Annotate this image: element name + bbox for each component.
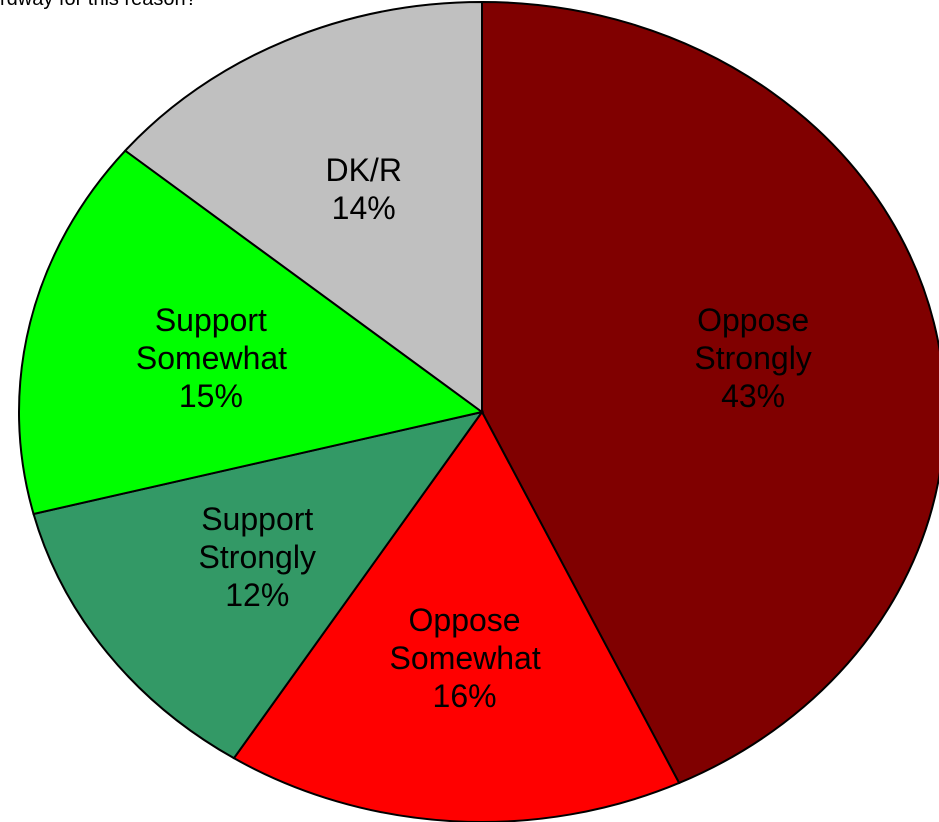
pie-slice — [232, 410, 681, 822]
slice-category: DK/R — [325, 152, 402, 189]
slice-category: Support Strongly — [198, 500, 316, 575]
slice-category: Oppose Strongly — [694, 302, 812, 377]
pie-slice — [481, 0, 939, 785]
slice-label: Support Somewhat 15% — [116, 301, 306, 415]
slice-value: 14% — [331, 190, 396, 227]
slice-category: Oppose Somewhat — [389, 601, 541, 676]
slice-label: Support Strongly 12% — [162, 500, 352, 614]
slice-value: 12% — [225, 576, 290, 613]
slice-category: Support Somewhat — [135, 302, 288, 377]
slice-label: DK/R 14% — [269, 151, 459, 227]
slice-value: 16% — [432, 677, 497, 714]
pie-slice — [123, 0, 483, 414]
slice-label: Oppose Strongly 43% — [658, 301, 848, 415]
slice-value: 43% — [721, 378, 786, 415]
slice-label: Oppose Somewhat 16% — [370, 601, 560, 715]
slice-value: 15% — [178, 378, 243, 415]
pie-slice — [18, 149, 485, 516]
pie-slice — [32, 410, 485, 760]
chart-title: rdway for this reason? — [0, 0, 197, 11]
